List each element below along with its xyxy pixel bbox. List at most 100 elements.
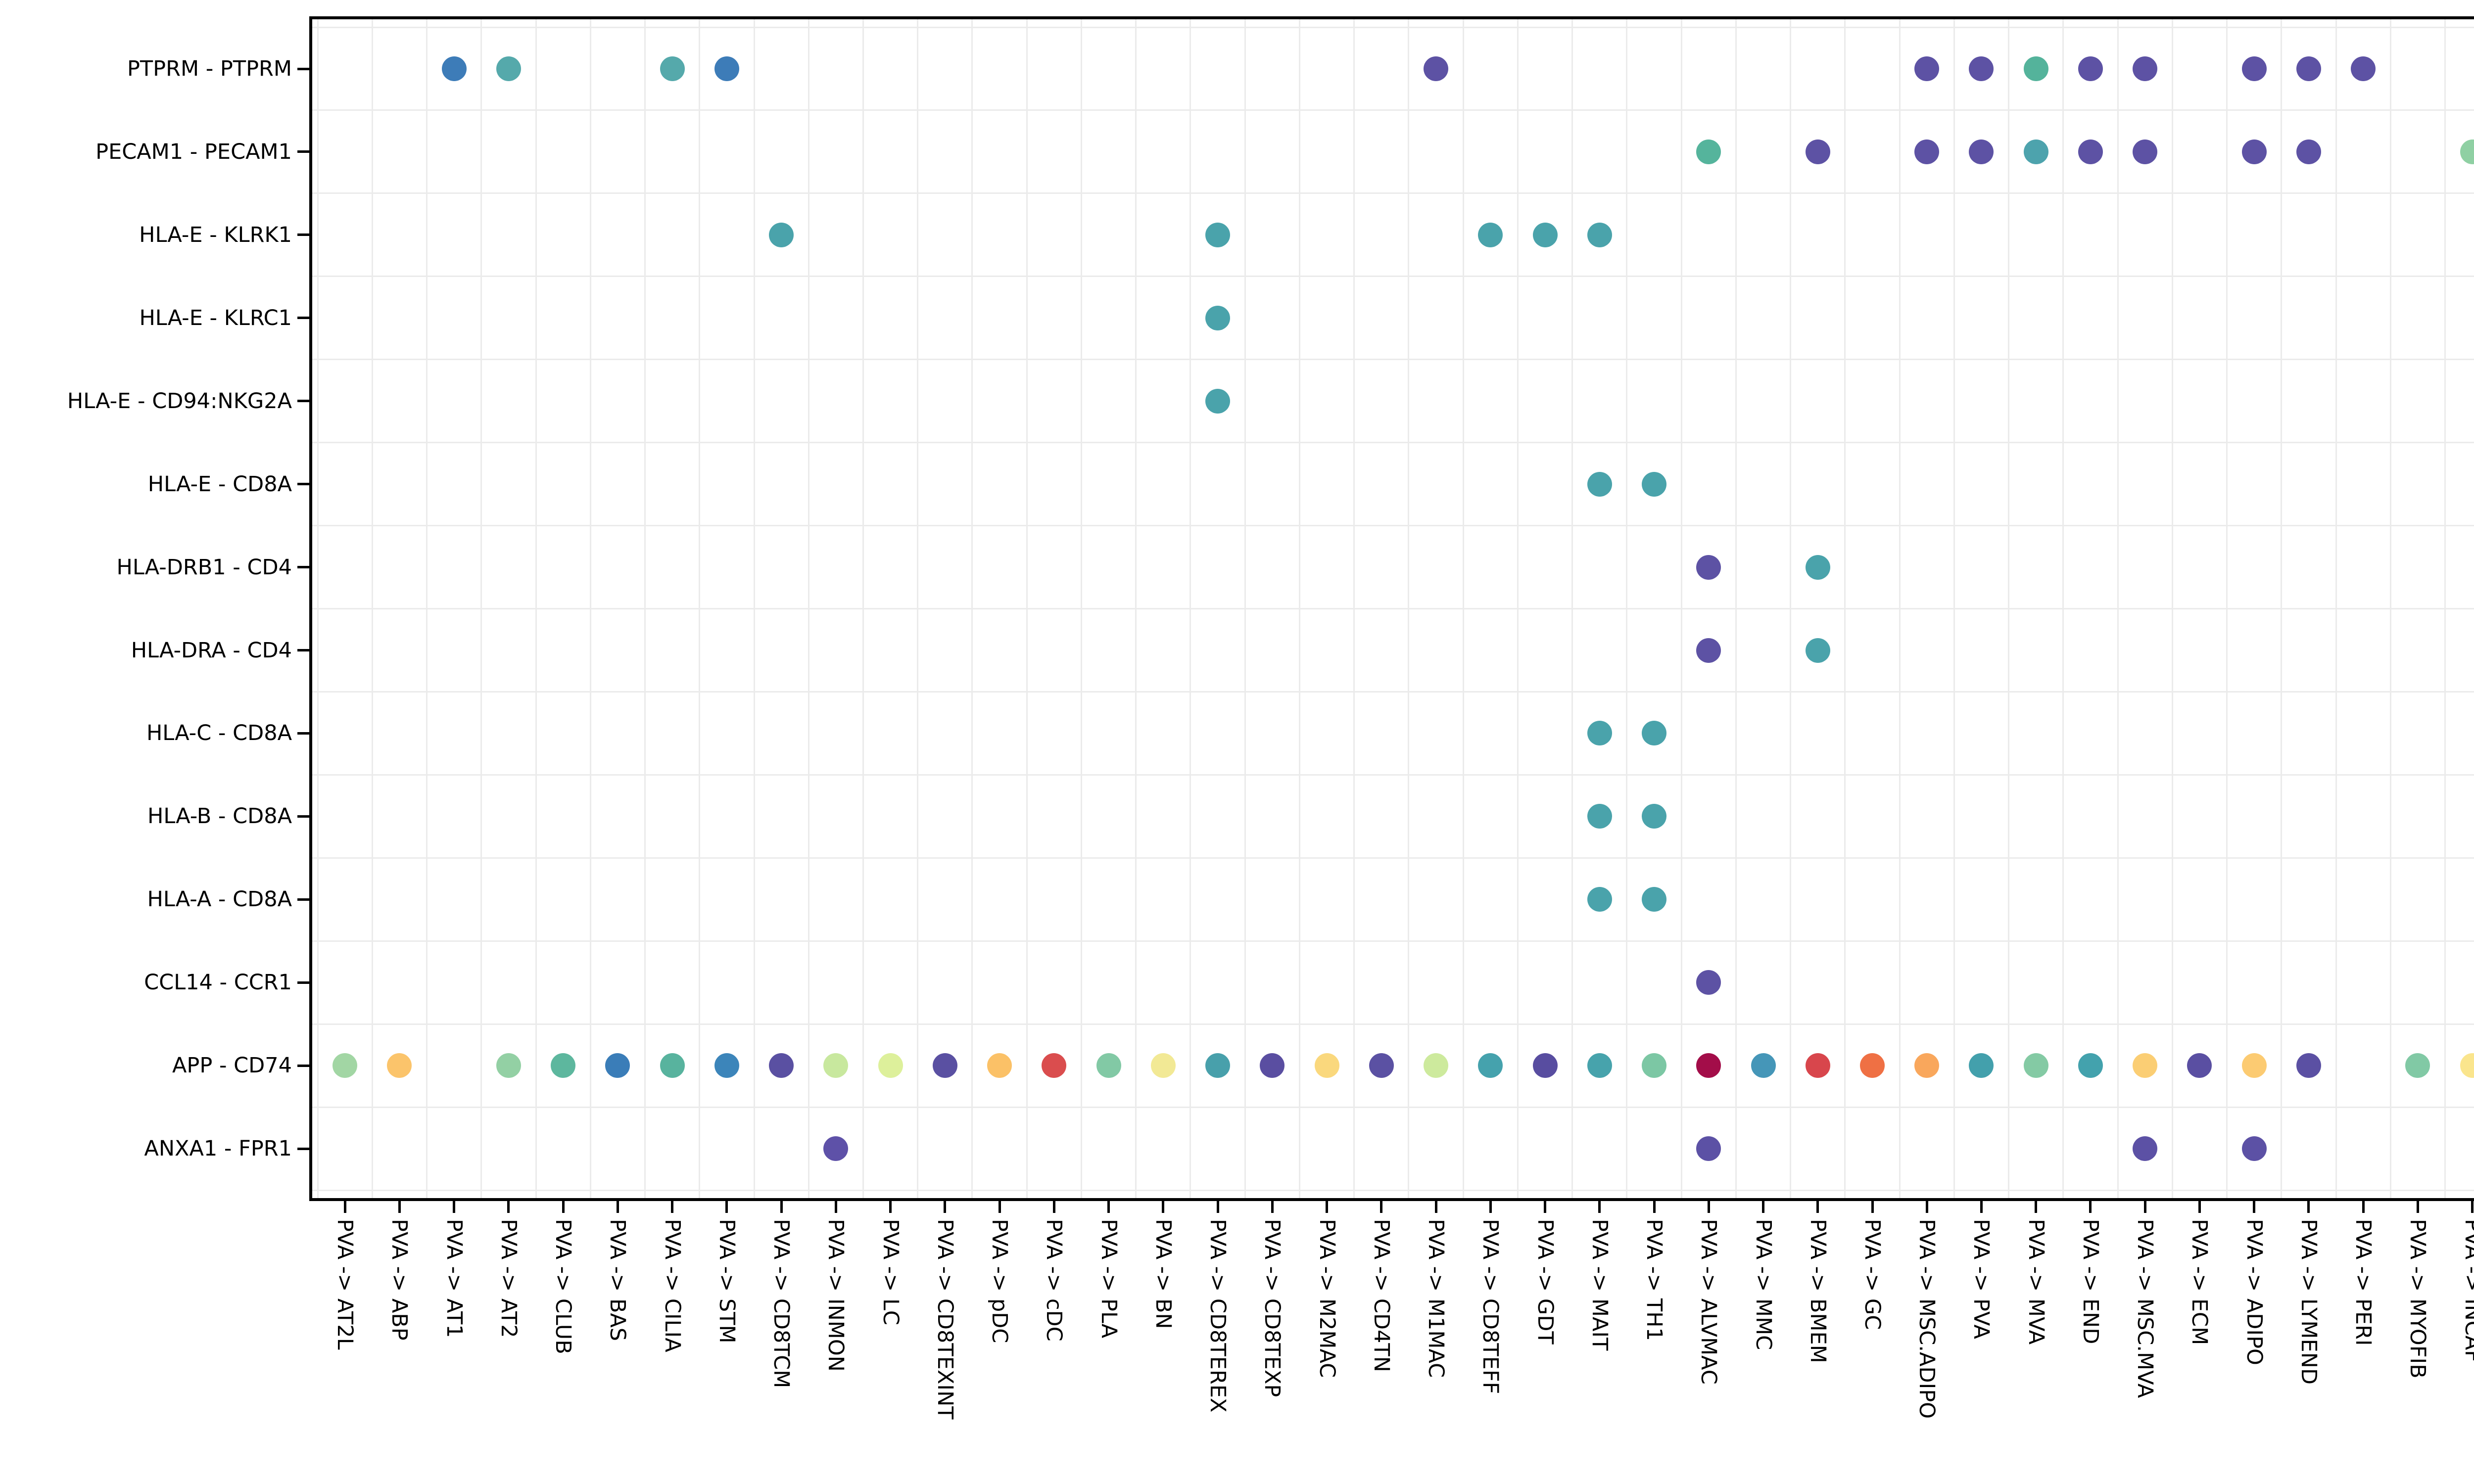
data-dot: [1587, 721, 1612, 746]
data-dot: [714, 1053, 739, 1078]
data-dot: [1642, 887, 1666, 912]
data-dot: [2241, 1053, 2267, 1078]
x-axis-label: PVA -> MSC.ADIPO: [1914, 1219, 1940, 1419]
data-dot: [1914, 139, 1940, 164]
y-axis-label: HLA-E - KLRK1: [139, 222, 292, 247]
x-axis-label: PVA -> AT1: [441, 1219, 467, 1338]
x-axis-label: PVA -> MVA: [2023, 1219, 2048, 1345]
data-dot: [333, 1053, 358, 1078]
y-tick: [297, 483, 309, 486]
data-dot: [660, 56, 685, 81]
data-dot: [2241, 1136, 2267, 1161]
data-dot: [1424, 56, 1448, 81]
x-tick: [1380, 1201, 1383, 1213]
x-tick: [507, 1201, 510, 1213]
x-tick: [1598, 1201, 1601, 1213]
data-dot: [605, 1053, 630, 1078]
x-axis-label: PVA -> MAIT: [1587, 1219, 1612, 1351]
y-tick: [297, 898, 309, 901]
x-tick: [1871, 1201, 1874, 1213]
data-dot: [1478, 222, 1503, 247]
data-dot: [878, 1053, 903, 1078]
x-axis-label: PVA -> MYOFIB: [2405, 1219, 2430, 1379]
data-dot: [2187, 1053, 2212, 1078]
data-dot: [2023, 139, 2048, 164]
data-dot: [1751, 1053, 1776, 1078]
y-tick: [297, 815, 309, 818]
x-axis-label: PVA -> ALVMAC: [1696, 1219, 1721, 1385]
data-dot: [1642, 1053, 1666, 1078]
data-dot: [714, 56, 739, 81]
data-dot: [1587, 804, 1612, 829]
data-dot: [1532, 1053, 1558, 1078]
x-tick: [725, 1201, 728, 1213]
data-dot: [2023, 56, 2048, 81]
x-axis-label: PVA -> ABP: [387, 1219, 412, 1341]
data-dot: [1042, 1053, 1067, 1078]
data-dot: [1696, 1053, 1721, 1078]
x-tick: [2471, 1201, 2474, 1213]
data-dot: [1150, 1053, 1176, 1078]
y-axis-label: CCL14 - CCR1: [144, 970, 292, 995]
data-dot: [987, 1053, 1012, 1078]
y-tick: [297, 233, 309, 236]
data-dot: [2241, 139, 2267, 164]
data-dot: [2296, 139, 2321, 164]
data-dot: [1914, 56, 1940, 81]
data-dot: [441, 56, 467, 81]
x-tick: [2416, 1201, 2419, 1213]
y-axis-label: HLA-C - CD8A: [146, 721, 292, 746]
y-tick: [297, 67, 309, 70]
x-tick: [2143, 1201, 2146, 1213]
x-axis-label: PVA -> CLUB: [551, 1219, 576, 1354]
data-dot: [1478, 1053, 1503, 1078]
data-dot: [1696, 555, 1721, 580]
horizontal-gridline: [312, 359, 2474, 361]
x-tick: [453, 1201, 456, 1213]
data-dot: [1314, 1053, 1339, 1078]
y-tick: [297, 150, 309, 153]
x-axis-label: PVA -> ADIPO: [2241, 1219, 2267, 1365]
horizontal-gridline: [312, 26, 2474, 28]
x-axis-label: PVA -> ECM: [2187, 1219, 2212, 1345]
y-tick: [297, 317, 309, 320]
data-dot: [2133, 1136, 2158, 1161]
data-dot: [2078, 56, 2103, 81]
y-tick: [297, 649, 309, 651]
x-tick: [780, 1201, 783, 1213]
x-tick: [834, 1201, 837, 1213]
data-dot: [1096, 1053, 1121, 1078]
data-dot: [1805, 555, 1830, 580]
data-dot: [1642, 471, 1666, 497]
y-tick: [297, 981, 309, 984]
x-axis-label: PVA -> CD8TEREX: [1205, 1219, 1230, 1413]
x-axis-label: PVA -> PVA: [1969, 1219, 1994, 1339]
x-axis-label: PVA -> BN: [1150, 1219, 1176, 1329]
x-axis-label: PVA -> MMC: [1751, 1219, 1776, 1350]
x-tick: [398, 1201, 401, 1213]
data-dot: [1696, 139, 1721, 164]
data-dot: [1805, 1053, 1830, 1078]
x-tick: [1326, 1201, 1328, 1213]
y-axis-label: HLA-E - CD94:NKG2A: [67, 388, 292, 414]
x-axis-label: PVA -> PLA: [1096, 1219, 1121, 1339]
data-dot: [2133, 56, 2158, 81]
horizontal-gridline: [312, 691, 2474, 693]
data-dot: [1587, 222, 1612, 247]
data-dot: [2405, 1053, 2430, 1078]
x-tick: [998, 1201, 1001, 1213]
y-axis-label: HLA-B - CD8A: [147, 804, 292, 829]
x-tick: [1925, 1201, 1928, 1213]
x-tick: [1434, 1201, 1437, 1213]
x-tick: [343, 1201, 346, 1213]
horizontal-gridline: [312, 1023, 2474, 1025]
data-dot: [2296, 56, 2321, 81]
horizontal-gridline: [312, 608, 2474, 609]
data-dot: [2133, 139, 2158, 164]
data-dot: [2241, 56, 2267, 81]
y-axis-label: HLA-DRA - CD4: [131, 638, 292, 663]
x-axis-label: PVA -> M2MAC: [1314, 1219, 1339, 1378]
data-dot: [1805, 638, 1830, 663]
x-tick: [1980, 1201, 1983, 1213]
